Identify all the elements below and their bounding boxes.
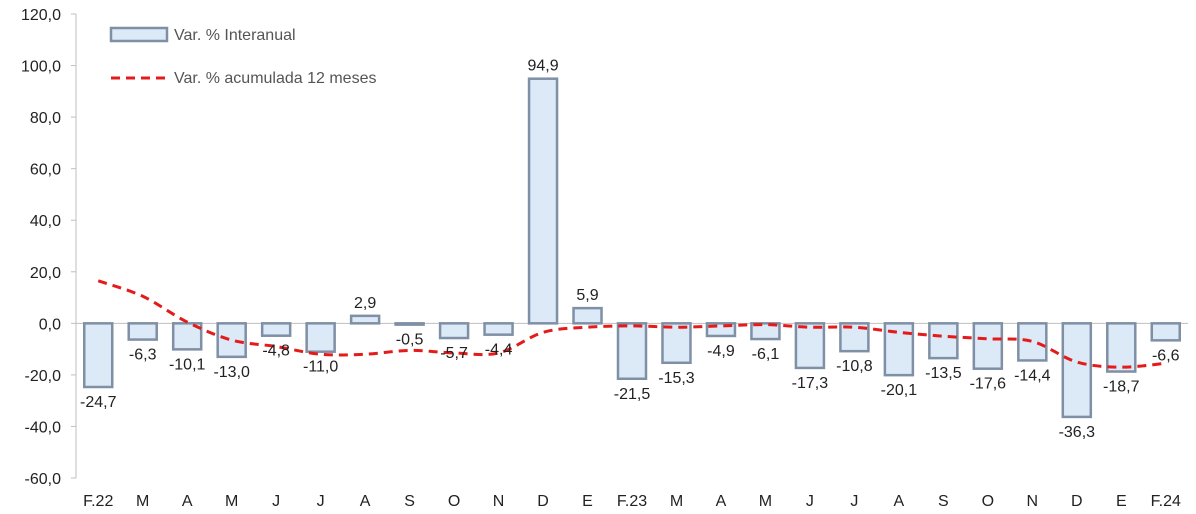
data-label: -13,5 xyxy=(925,365,962,382)
x-tick-label: J xyxy=(317,493,325,510)
x-tick-label: A xyxy=(894,493,905,510)
bar xyxy=(1061,322,1093,419)
bar xyxy=(305,322,336,353)
data-label: -4,9 xyxy=(707,343,735,360)
x-tick-label: M xyxy=(670,493,683,510)
data-label: -6,3 xyxy=(129,347,157,364)
x-tick-label: M xyxy=(136,493,149,510)
bar xyxy=(794,322,826,370)
x-tick-label: N xyxy=(493,493,505,510)
bar xyxy=(260,322,292,337)
bar xyxy=(661,322,692,365)
bar xyxy=(349,314,381,325)
x-tick-label: J xyxy=(272,493,280,510)
data-label: -11,0 xyxy=(303,359,338,376)
bar xyxy=(127,322,158,341)
data-label: -15,3 xyxy=(658,370,695,387)
bar xyxy=(572,306,603,325)
x-tick-label: F.23 xyxy=(617,493,647,510)
data-label: -10,1 xyxy=(169,356,206,373)
bar xyxy=(82,322,114,389)
data-label: -36,3 xyxy=(1059,424,1096,441)
bar xyxy=(394,322,425,326)
y-tick-label: 0,0 xyxy=(39,316,61,333)
bar xyxy=(883,322,915,377)
data-label: 94,9 xyxy=(527,58,558,75)
data-label: -24,7 xyxy=(80,394,117,411)
data-label: -5,7 xyxy=(440,345,468,362)
data-label: -13,0 xyxy=(213,364,250,381)
y-tick-label: 40,0 xyxy=(30,213,61,230)
bar xyxy=(972,322,1004,370)
data-label: -17,6 xyxy=(970,376,1007,393)
bar xyxy=(928,322,959,360)
y-tick-label: 120,0 xyxy=(21,7,61,24)
data-label: 2,9 xyxy=(354,295,376,312)
x-tick-label: E xyxy=(582,493,593,510)
y-tick-label: 80,0 xyxy=(30,110,61,127)
data-label: -21,5 xyxy=(614,386,651,403)
bars xyxy=(82,77,1182,419)
data-label: -6,6 xyxy=(1152,347,1180,364)
bar xyxy=(1017,322,1048,362)
x-tick-label: M xyxy=(759,493,772,510)
y-tick-label: 60,0 xyxy=(30,162,61,179)
x-tick-label: F.22 xyxy=(83,493,113,510)
bar xyxy=(1106,322,1137,373)
data-label: -0,5 xyxy=(396,332,424,349)
y-tick-label: 20,0 xyxy=(30,265,61,282)
x-tick-label: F.24 xyxy=(1151,493,1181,510)
x-tick-label: D xyxy=(1071,493,1083,510)
y-tick-label: -40,0 xyxy=(25,419,62,436)
bar xyxy=(1150,322,1182,342)
data-label: -17,3 xyxy=(792,375,829,392)
y-tick-label: -20,0 xyxy=(25,368,62,385)
x-tick-labels: F.22 M A M J J A S O N D E F.23 M A M J J A S O N D E F.24 xyxy=(83,493,1181,510)
data-label: -14,4 xyxy=(1014,367,1051,384)
x-tick-label: M xyxy=(225,493,238,510)
x-tick-label: S xyxy=(404,493,415,510)
x-tick-label: J xyxy=(850,493,858,510)
x-tick-label: A xyxy=(716,493,727,510)
legend-bar-swatch xyxy=(109,26,169,43)
legend: Var. % Interanual Var. % acumulada 12 me… xyxy=(109,26,376,87)
data-labels: -24,7-6,3-10,1 -13,0-4,8-11,02,9-0,5-5,7-… xyxy=(80,58,1180,441)
data-label: -4,4 xyxy=(485,342,513,359)
bar xyxy=(216,322,247,359)
data-label: -18,7 xyxy=(1103,379,1140,396)
data-label: -20,1 xyxy=(881,382,918,399)
x-tick-label: O xyxy=(982,493,994,510)
x-tick-label: N xyxy=(1027,493,1039,510)
bar xyxy=(616,322,648,381)
x-tick-label: O xyxy=(448,493,460,510)
bar xyxy=(438,322,470,340)
bar xyxy=(483,322,514,336)
y-tick-label: -60,0 xyxy=(25,471,62,488)
x-tick-label: D xyxy=(537,493,549,510)
data-label: -6,1 xyxy=(752,346,780,363)
data-label: -4,8 xyxy=(262,343,290,360)
bar xyxy=(750,322,781,341)
x-tick-label: A xyxy=(360,493,371,510)
x-tick-label: S xyxy=(938,493,949,510)
x-tick-label: J xyxy=(806,493,814,510)
data-label: -10,8 xyxy=(836,358,873,375)
legend-bar-label: Var. % Interanual xyxy=(174,27,296,44)
x-tick-label: E xyxy=(1116,493,1127,510)
legend-line-label: Var. % acumulada 12 meses xyxy=(174,70,376,87)
y-tick-label: 100,0 xyxy=(21,59,61,76)
data-label: 5,9 xyxy=(576,287,598,304)
y-tick-labels: 120,0 100,0 80,0 60,0 40,0 20,0 0,0 -20,0 -40,0 -… xyxy=(21,7,61,488)
bar xyxy=(527,77,559,325)
x-tick-label: A xyxy=(182,493,193,510)
